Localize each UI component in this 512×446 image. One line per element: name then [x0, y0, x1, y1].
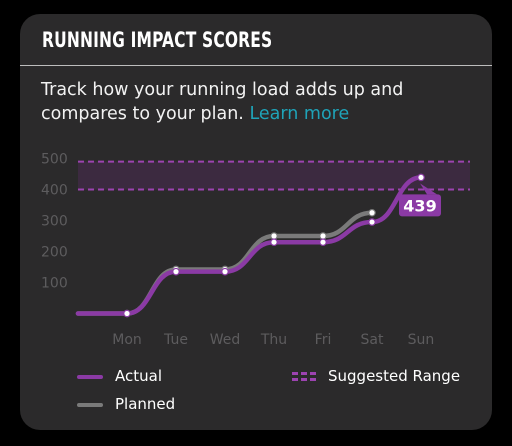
- title-divider: [20, 65, 492, 66]
- x-tick-sat: Sat: [361, 332, 384, 348]
- card-title: RUNNING IMPACT SCORES: [42, 28, 273, 52]
- callout-badge: 439: [399, 183, 441, 217]
- suggested-range-band: [78, 161, 470, 190]
- legend-range-label: Suggested Range: [328, 367, 461, 385]
- point-actual-6: [368, 218, 376, 226]
- point-planned-4: [270, 232, 278, 240]
- x-tick-wed: Wed: [210, 332, 241, 348]
- series-line-actual: [75, 175, 424, 316]
- y-axis-ticks: 100 200 300 400 500: [41, 152, 68, 292]
- point-planned-6: [368, 208, 376, 217]
- legend-actual-label: Actual: [115, 367, 162, 385]
- y-tick-100: 100: [41, 276, 68, 292]
- x-tick-sun: Sun: [408, 332, 435, 348]
- point-actual-1: [123, 309, 131, 318]
- point-actual-2: [172, 267, 180, 276]
- impact-line-chart: 100 200 300 400 500 Mon Tue Wed Thu Fri Sat Sun 43…: [41, 152, 470, 348]
- point-actual-5: [319, 238, 327, 247]
- points-layer: [123, 173, 425, 318]
- x-tick-fri: Fri: [315, 332, 332, 348]
- y-tick-400: 400: [41, 183, 68, 199]
- y-tick-500: 500: [41, 152, 68, 168]
- point-planned-5: [319, 232, 327, 240]
- series-line-planned: [75, 210, 375, 316]
- legend-planned: Planned: [77, 395, 175, 413]
- series-layer: [75, 175, 424, 316]
- x-tick-tue: Tue: [163, 332, 188, 348]
- x-tick-thu: Thu: [260, 332, 287, 348]
- callout-value: 439: [403, 196, 436, 215]
- y-tick-200: 200: [41, 245, 68, 261]
- point-actual-3: [221, 267, 229, 276]
- x-tick-mon: Mon: [112, 332, 142, 348]
- impact-score-card: RUNNING IMPACT SCORES Track how your run…: [20, 14, 492, 430]
- x-axis-ticks: Mon Tue Wed Thu Fri Sat Sun: [112, 332, 434, 348]
- learn-more-link[interactable]: Learn more: [249, 104, 350, 124]
- legend-planned-label: Planned: [115, 395, 176, 413]
- point-actual-7: [417, 173, 425, 182]
- legend-actual: Actual: [77, 367, 162, 385]
- callout-tail: [420, 183, 437, 195]
- callout-box: [399, 194, 441, 217]
- range-swatch: [292, 372, 316, 381]
- actual-swatch: [77, 374, 103, 379]
- y-tick-300: 300: [41, 214, 68, 230]
- legend-suggested-range: Suggested Range: [292, 367, 460, 385]
- point-actual-4: [270, 238, 278, 247]
- description-text: Track how your running load adds up and …: [41, 80, 404, 124]
- planned-swatch: [77, 402, 103, 407]
- card-description: Track how your running load adds up and …: [41, 78, 481, 126]
